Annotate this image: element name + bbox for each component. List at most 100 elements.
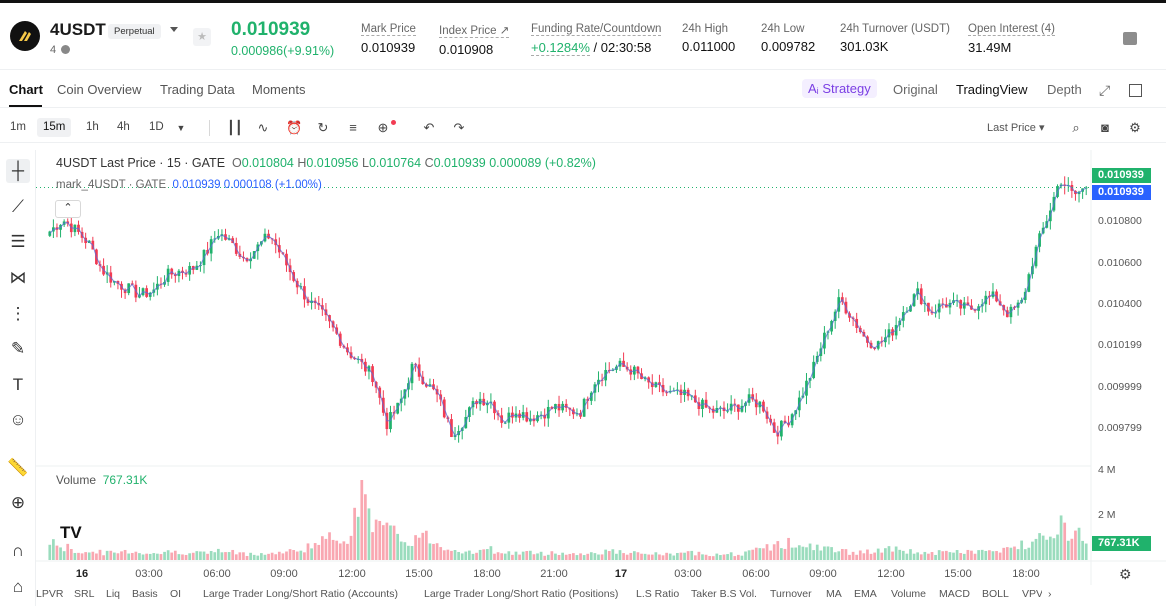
timeframe-1d[interactable]: 1D (149, 121, 164, 133)
tab-trading-data[interactable]: Trading Data (160, 82, 235, 97)
ruler-icon[interactable]: 📏 (7, 458, 29, 477)
volume-bar (740, 555, 744, 560)
tab-coin-overview[interactable]: Coin Overview (57, 82, 142, 97)
indicator-volume[interactable]: Volume (891, 588, 927, 600)
volume-bar (299, 550, 303, 560)
info-icon[interactable] (61, 45, 70, 54)
lock-icon[interactable]: ⌂ (12, 577, 24, 596)
candlestick-chart[interactable] (36, 150, 1166, 585)
chevron-right-icon[interactable]: › (1048, 588, 1052, 600)
indicator-ls-positions[interactable]: Large Trader Long/Short Ratio (Positions… (424, 588, 619, 600)
close-label: C (424, 156, 434, 170)
price-axis-label: 0.010800 (1098, 215, 1142, 227)
volume-bar (665, 552, 668, 560)
camera-icon[interactable]: ◙ (1101, 120, 1109, 135)
candle-type-icon[interactable]: ┃┃ (227, 120, 243, 135)
volume-bar (493, 553, 496, 560)
strategy-button[interactable]: Aᵢ Strategy (802, 79, 877, 98)
volume-bar (952, 552, 955, 560)
text-icon[interactable]: T (12, 375, 24, 394)
window-icon[interactable] (1129, 84, 1142, 97)
tab-tradingview[interactable]: TradingView (956, 82, 1028, 97)
stat-index-price[interactable]: Index Price ↗ 0.010908 (439, 23, 510, 57)
tab-original[interactable]: Original (893, 82, 938, 97)
brush-icon[interactable]: ✎ (10, 339, 26, 358)
trend-line-icon[interactable]: ⟋ (12, 197, 24, 216)
expand-icon[interactable]: ⤢ (1099, 82, 1111, 98)
time-axis-label: 06:00 (742, 568, 770, 580)
indicator-turnover[interactable]: Turnover (770, 588, 812, 600)
volume-bar (181, 554, 184, 560)
indicator-basis[interactable]: Basis (132, 588, 158, 600)
undo-icon[interactable]: ↶ (423, 120, 435, 135)
tradingview-logo[interactable]: TV (60, 523, 82, 542)
volume-bar (432, 543, 435, 560)
search-icon[interactable]: ⌕ (1072, 120, 1080, 135)
volume-bar (77, 552, 80, 560)
indicator-boll[interactable]: BOLL (982, 588, 1009, 600)
mark-title: mark_4USDT · GATE (56, 179, 167, 191)
volume-bar (970, 550, 973, 560)
indicator-vpvr[interactable]: VPVR (1022, 588, 1042, 600)
timeframe-1m[interactable]: 1m (10, 121, 26, 133)
volume-bar (966, 549, 970, 560)
volume-bar (769, 550, 772, 560)
timeframe-15m[interactable]: 15m (37, 118, 72, 137)
chevron-down-icon[interactable] (170, 27, 178, 32)
indicator-shortcuts: LPVR SRL Liq Basis OI Large Trader Long/… (36, 585, 1166, 606)
timeframe-1h[interactable]: 1h (86, 121, 99, 133)
volume-bar (148, 553, 152, 560)
volume-bar (672, 555, 676, 560)
collapse-legend-button[interactable]: ⌃ (55, 200, 81, 218)
indicator-oi[interactable]: OI (170, 588, 182, 600)
volume-bar (1023, 549, 1027, 560)
add-icon[interactable]: ⊕ (377, 120, 389, 135)
timeframe-4h[interactable]: 4h (117, 121, 130, 133)
volume-bar (887, 546, 891, 560)
indicator-lpvr[interactable]: LPVR (36, 588, 64, 600)
tab-chart[interactable]: Chart (9, 82, 43, 97)
indicators-icon[interactable]: ∿ (257, 120, 269, 135)
fib-icon[interactable]: ⋮ (9, 304, 27, 323)
active-tab-indicator (9, 105, 42, 107)
tab-moments[interactable]: Moments (252, 82, 306, 97)
horizontal-lines-icon[interactable]: ☰ (10, 232, 26, 251)
indicator-macd[interactable]: MACD (939, 588, 970, 600)
zoom-in-icon[interactable]: ⊕ (10, 493, 26, 512)
series-title: 4USDT Last Price · 15 · GATE (56, 156, 226, 170)
replay-icon[interactable]: ↻ (317, 120, 329, 135)
volume-bar (281, 553, 285, 560)
volume-bar (485, 549, 489, 560)
indicator-ls-accounts[interactable]: Large Trader Long/Short Ratio (Accounts) (203, 588, 398, 600)
chevron-down-icon[interactable]: ▼ (176, 123, 186, 133)
gear-icon[interactable]: ⚙ (1119, 566, 1132, 582)
indicator-srl[interactable]: SRL (74, 588, 95, 600)
gear-icon[interactable]: ⚙ (1129, 120, 1141, 135)
volume-bar (919, 554, 923, 560)
alert-icon[interactable]: ⏰ (286, 120, 303, 135)
price-type-select[interactable]: Last Price ▾ (987, 122, 1045, 134)
indicator-ema[interactable]: EMA (854, 588, 877, 600)
favorite-star-icon[interactable]: ★ (193, 28, 211, 46)
book-icon[interactable] (1123, 32, 1137, 45)
time-axis-label: 15:00 (944, 568, 972, 580)
pattern-icon[interactable]: ⋈ (9, 268, 27, 287)
indicator-liq[interactable]: Liq (106, 588, 121, 600)
volume-bar (87, 552, 91, 560)
tab-depth[interactable]: Depth (1047, 82, 1082, 97)
volume-bar (550, 551, 554, 560)
indicator-ls-ratio[interactable]: L.S Ratio (636, 588, 680, 600)
indicator-taker-vol[interactable]: Taker B.S Vol. (691, 588, 757, 600)
redo-icon[interactable]: ↷ (453, 120, 465, 135)
crosshair-icon[interactable]: ┼ (6, 159, 30, 183)
price-chart[interactable]: 4USDT Last Price · 15 · GATE O0.010804 H… (36, 150, 1166, 606)
emoji-icon[interactable]: ☺ (9, 410, 27, 429)
magnet-icon[interactable]: ∩ (11, 541, 25, 560)
volume-bar (245, 555, 249, 560)
stat-label: Funding Rate/Countdown (531, 23, 662, 36)
symbol-title[interactable]: 4USDT (50, 20, 106, 39)
stat-label[interactable]: Index Price ↗ (439, 25, 510, 38)
volume-bar (708, 556, 712, 560)
indicator-ma[interactable]: MA (826, 588, 842, 600)
template-icon[interactable]: ≡ (349, 120, 357, 135)
